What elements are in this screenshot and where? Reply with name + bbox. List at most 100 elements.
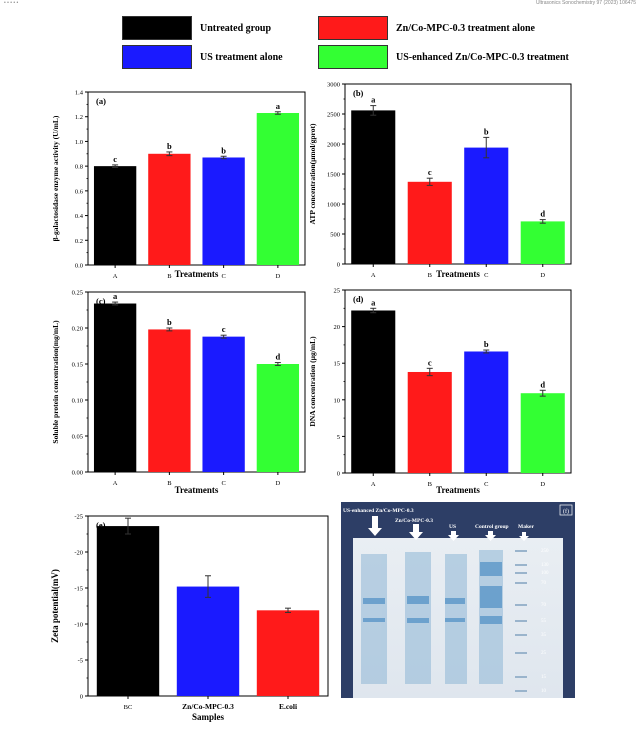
y-tick-label: 0.6 xyxy=(75,188,84,195)
legend-label: Untreated group xyxy=(200,22,272,34)
y-tick-label: 5 xyxy=(337,434,340,441)
x-tick-label: B xyxy=(428,481,433,488)
x-tick-label: B xyxy=(167,480,172,487)
x-axis-label: Samples xyxy=(192,712,225,722)
y-tick-label: 1.4 xyxy=(75,90,84,97)
y-tick-label: 2500 xyxy=(327,112,340,119)
legend-swatch xyxy=(318,16,388,40)
legend-swatch xyxy=(122,45,192,69)
x-axis-label: Treatments xyxy=(175,269,219,279)
y-tick-label: 0.0 xyxy=(75,263,83,270)
y-tick-label: 1500 xyxy=(327,172,340,179)
y-axis-label: DNA concentration (µg/mL) xyxy=(308,336,317,427)
y-tick-label: 20 xyxy=(334,324,341,331)
x-tick-label: A xyxy=(371,272,376,279)
y-tick-label: 0.20 xyxy=(72,326,83,333)
x-tick-label: A xyxy=(113,480,118,487)
y-tick-label: 1.0 xyxy=(75,139,83,146)
y-tick-label: 500 xyxy=(330,232,340,239)
x-tick-label: E.coli xyxy=(279,702,297,711)
y-tick-label: 0.05 xyxy=(72,434,83,441)
y-tick-label: 2000 xyxy=(327,142,340,149)
significance-letter: b xyxy=(484,339,489,349)
x-axis-label: Treatments xyxy=(175,485,219,495)
significance-letter: c xyxy=(428,357,432,367)
legend-swatch xyxy=(122,16,192,40)
x-tick-label: Zn/Co-MPC-0.3 xyxy=(182,702,234,711)
y-tick-label: 3000 xyxy=(327,82,340,89)
down-arrow-icon xyxy=(409,524,423,540)
x-tick-label: D xyxy=(276,480,281,487)
y-tick-label: 0.10 xyxy=(72,398,83,405)
significance-letter: a xyxy=(371,95,376,105)
bar xyxy=(407,181,452,264)
significance-letter: b xyxy=(484,126,489,136)
y-tick-label: 0 xyxy=(80,694,83,701)
x-tick-label: C xyxy=(221,480,225,487)
significance-letter: a xyxy=(371,297,376,307)
bar xyxy=(93,166,137,265)
bar xyxy=(256,113,300,265)
gel-marker-label: 10 xyxy=(541,689,547,694)
y-tick-label: 0.2 xyxy=(75,238,83,245)
gel-marker-label: 70 xyxy=(541,603,547,608)
gel-lane-label: Control group xyxy=(475,524,509,530)
x-tick-label: D xyxy=(276,273,281,280)
gel-marker-labels: 250 130 100 70 70 55 35 25 15 10 xyxy=(541,549,549,694)
gel-lane-label: US xyxy=(449,524,456,530)
bar xyxy=(256,610,320,696)
x-tick-label: D xyxy=(540,481,545,488)
y-tick-label: 0.25 xyxy=(72,290,83,297)
x-tick-label: C xyxy=(484,272,488,279)
x-tick-label: A xyxy=(371,481,376,488)
y-axis-label: β-galactosidase enzyme activity (U/mL) xyxy=(51,115,60,241)
legend-label: US-enhanced Zn/Co-MPC-0.3 treatment xyxy=(396,51,569,63)
x-tick-label: C xyxy=(484,481,488,488)
significance-letter: c xyxy=(113,154,117,164)
panel-label: (b) xyxy=(353,88,364,98)
gel-marker-label: 100 xyxy=(541,571,549,576)
significance-letter: d xyxy=(540,209,545,219)
bar xyxy=(148,153,191,265)
x-axis-label: Treatments xyxy=(436,269,480,279)
panel-label: (e) xyxy=(96,520,106,530)
significance-letter: b xyxy=(221,145,226,155)
y-tick-label: 10 xyxy=(334,397,341,404)
y-tick-label: -25 xyxy=(74,514,83,521)
y-tick-label: -20 xyxy=(74,550,83,557)
bar xyxy=(520,221,565,264)
y-tick-label: 1000 xyxy=(327,202,340,209)
y-tick-label: 0.15 xyxy=(72,362,83,369)
down-arrow-icon xyxy=(368,516,382,536)
x-tick-label: D xyxy=(540,272,545,279)
bar xyxy=(351,310,396,473)
bar xyxy=(464,147,509,264)
significance-letter: c xyxy=(428,167,432,177)
bar xyxy=(96,526,160,696)
x-tick-label: C xyxy=(221,273,225,280)
bar xyxy=(256,364,300,472)
y-tick-label: 15 xyxy=(334,361,341,368)
y-tick-label: -15 xyxy=(74,586,83,593)
bar xyxy=(407,371,452,473)
y-tick-label: 0.4 xyxy=(75,213,84,220)
legend-label: US treatment alone xyxy=(200,51,283,63)
significance-letter: c xyxy=(222,324,226,334)
bar xyxy=(202,336,245,472)
y-tick-label: 0.00 xyxy=(72,470,83,477)
legend: Untreated group Zn/Co-MPC-0.3 treatment … xyxy=(0,0,640,72)
bar xyxy=(202,157,245,265)
panel-label: (c) xyxy=(96,296,106,306)
x-tick-label: B xyxy=(428,272,433,279)
gel-marker-label: 35 xyxy=(541,633,547,638)
legend-item-us-enhanced: US-enhanced Zn/Co-MPC-0.3 treatment xyxy=(318,45,569,69)
y-tick-label: 1.2 xyxy=(75,114,83,121)
gel-panel-label: (f) xyxy=(563,508,569,515)
y-tick-label: 25 xyxy=(334,288,341,295)
y-axis-label: ATP concentration(µmol/gprot) xyxy=(308,123,317,224)
gel-lane-label: Zn/Co-MPC-0.3 xyxy=(395,518,433,524)
bar xyxy=(148,329,191,472)
y-tick-label: -10 xyxy=(74,622,83,629)
down-arrow-icon xyxy=(519,532,529,541)
